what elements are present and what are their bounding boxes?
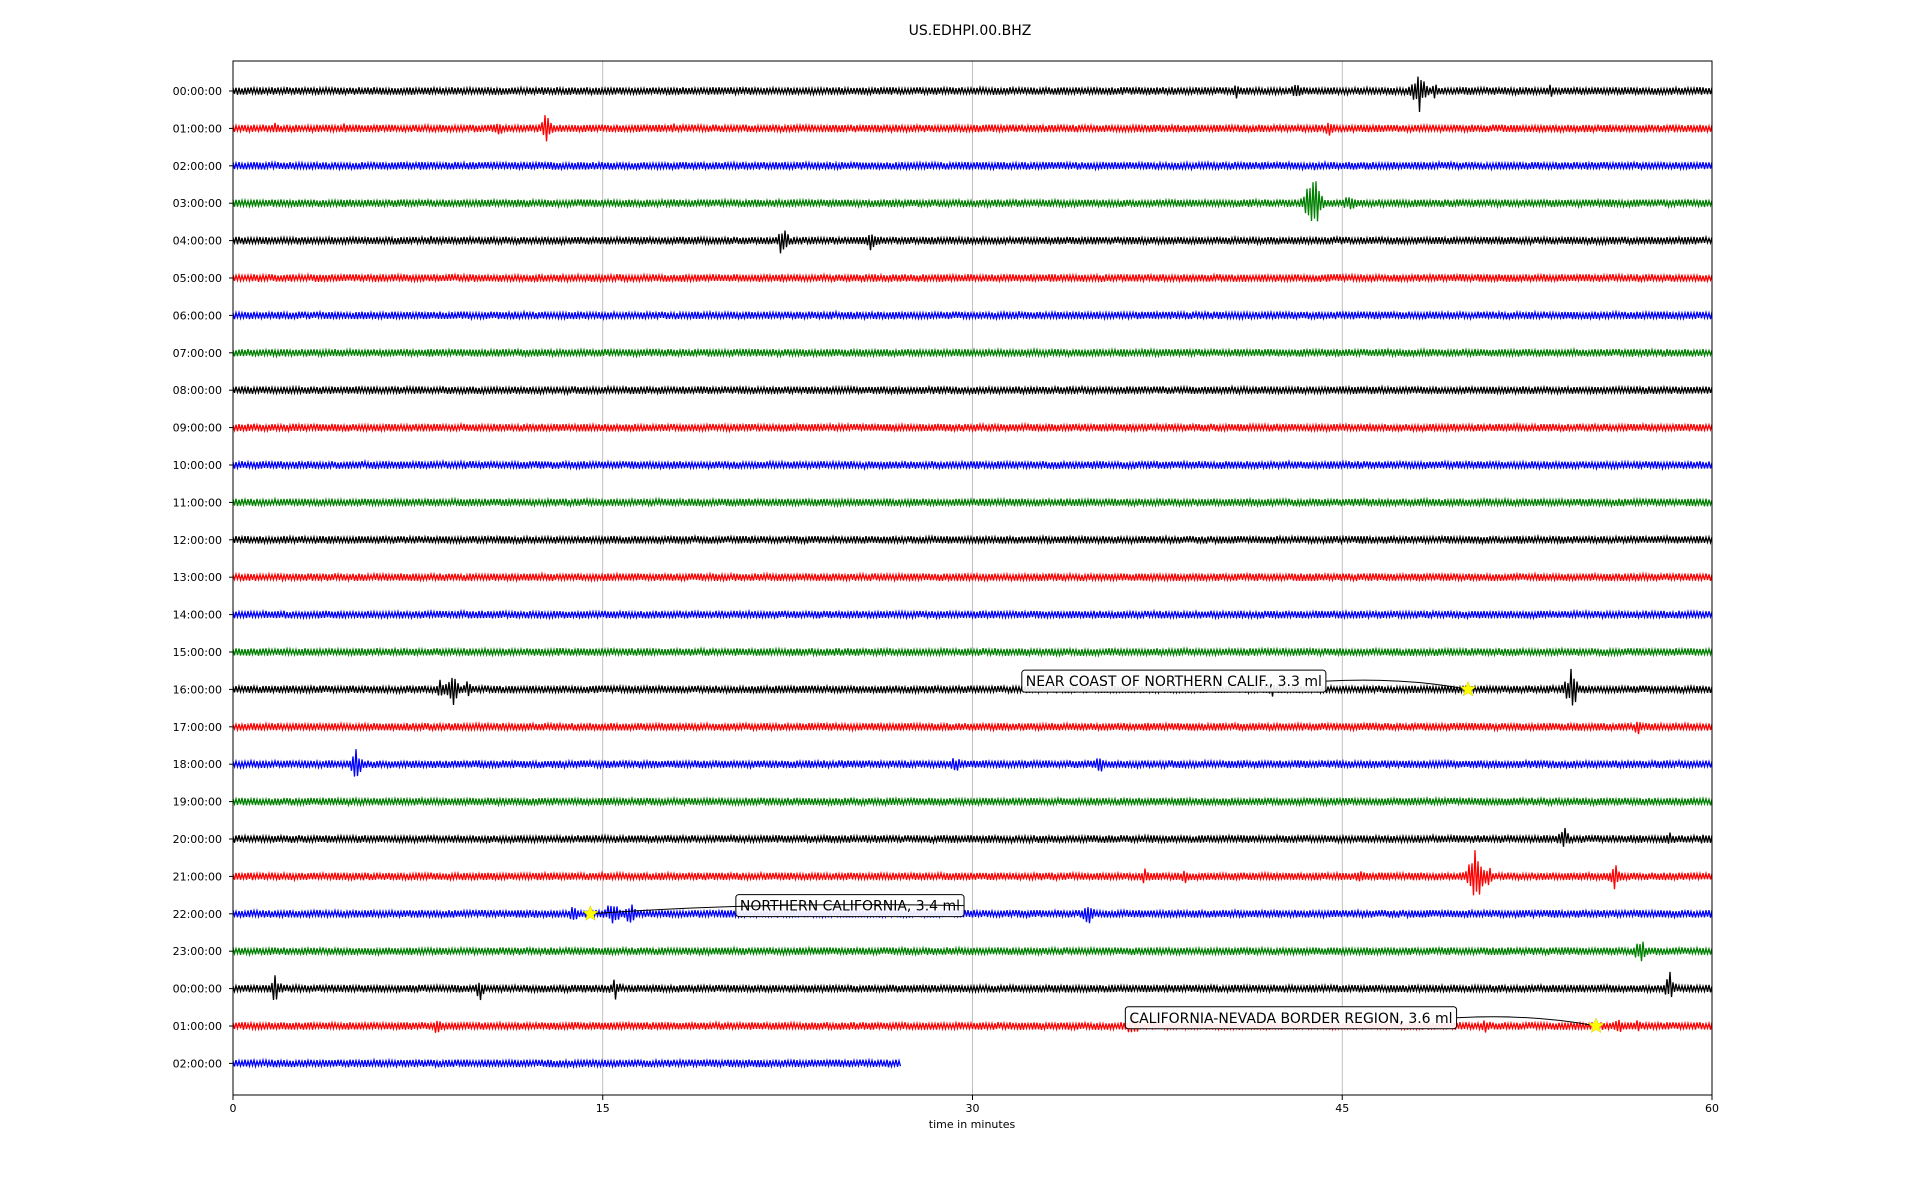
trace-line [232, 421, 1713, 434]
trace-line [232, 749, 1713, 777]
y-tick-label: 22:00:00 [173, 908, 222, 921]
trace-line [232, 496, 1713, 509]
y-tick-label: 00:00:00 [173, 85, 222, 98]
trace-line [232, 272, 1713, 284]
annotation-text: CALIFORNIA-NEVADA BORDER REGION, 3.6 ml [1129, 1011, 1452, 1027]
trace-line [232, 115, 1713, 142]
y-tick-label: 21:00:00 [173, 870, 222, 883]
x-tick-label: 30 [966, 1102, 980, 1115]
trace-line [232, 533, 1713, 546]
trace-line [232, 827, 1713, 847]
y-tick-label: 02:00:00 [173, 1057, 222, 1070]
x-tick-label: 60 [1705, 1102, 1719, 1115]
trace-line [232, 646, 1713, 658]
trace-line [232, 346, 1713, 359]
trace-line [232, 1015, 1713, 1033]
trace-line [232, 608, 1713, 621]
y-tick-label: 01:00:00 [173, 122, 222, 135]
trace-line [232, 458, 1713, 472]
y-tick-label: 08:00:00 [173, 384, 222, 397]
chart-title: US.EDHPI.00.BHZ [909, 23, 1032, 39]
y-tick-label: 18:00:00 [173, 758, 222, 771]
y-tick-label: 06:00:00 [173, 309, 222, 322]
trace-line [232, 159, 1713, 172]
event-star-marker [1459, 680, 1477, 697]
trace-line [232, 384, 1713, 397]
y-tick-label: 00:00:00 [173, 983, 222, 996]
y-tick-label: 14:00:00 [173, 609, 222, 622]
x-tick-label: 15 [596, 1102, 610, 1115]
y-tick-label: 03:00:00 [173, 197, 222, 210]
y-tick-label: 04:00:00 [173, 235, 222, 248]
trace-line [232, 904, 1713, 924]
annotation-connector [590, 904, 965, 915]
y-tick-label: 07:00:00 [173, 347, 222, 360]
event-annotation: CALIFORNIA-NEVADA BORDER REGION, 3.6 ml [1124, 1006, 1605, 1034]
trace-line [232, 230, 1713, 254]
trace-line [232, 1057, 902, 1070]
y-tick-label: 19:00:00 [173, 796, 222, 809]
y-tick-label: 16:00:00 [173, 683, 222, 696]
trace-line [232, 181, 1713, 222]
y-tick-labels: 00:00:00 01:00:00 02:00:00 03:00:00 04:00:00… [173, 85, 233, 1070]
trace-line [232, 850, 1713, 896]
x-ticks: 0 15 30 45 60 [230, 1095, 1719, 1115]
annotation-text: NORTHERN CALIFORNIA, 3.4 ml [740, 899, 960, 915]
event-annotation: NEAR COAST OF NORTHERN CALIF., 3.3 ml [1021, 669, 1477, 697]
y-tick-label: 10:00:00 [173, 459, 222, 472]
y-tick-label: 02:00:00 [173, 160, 222, 173]
y-tick-label: 12:00:00 [173, 534, 222, 547]
trace-line [232, 571, 1713, 584]
y-tick-label: 17:00:00 [173, 721, 222, 734]
trace-line [232, 309, 1713, 322]
y-tick-label: 11:00:00 [173, 496, 222, 509]
y-tick-label: 13:00:00 [173, 571, 222, 584]
y-tick-label: 09:00:00 [173, 422, 222, 435]
annotation-connector [1456, 1016, 1597, 1027]
event-star-marker [582, 905, 599, 921]
annotation-connector [1325, 679, 1469, 690]
event-star-marker [1587, 1017, 1605, 1034]
trace-line [232, 971, 1713, 1001]
trace-line [232, 720, 1713, 735]
y-tick-label: 20:00:00 [173, 833, 222, 846]
y-tick-label: 01:00:00 [173, 1020, 222, 1033]
trace-line [232, 76, 1713, 113]
y-tick-label: 23:00:00 [173, 945, 222, 958]
traces [232, 76, 1713, 1070]
x-tick-label: 0 [230, 1102, 237, 1115]
y-tick-label: 15:00:00 [173, 646, 222, 659]
x-tick-label: 45 [1335, 1102, 1349, 1115]
trace-line [232, 941, 1713, 962]
annotation-text: NEAR COAST OF NORTHERN CALIF., 3.3 ml [1026, 674, 1322, 690]
y-tick-label: 05:00:00 [173, 272, 222, 285]
trace-line [232, 795, 1713, 808]
x-axis-label: time in minutes [929, 1118, 1016, 1131]
annotations: NEAR COAST OF NORTHERN CALIF., 3.3 ml NOR… [582, 669, 1605, 1034]
event-annotation: NORTHERN CALIFORNIA, 3.4 ml [582, 894, 965, 921]
